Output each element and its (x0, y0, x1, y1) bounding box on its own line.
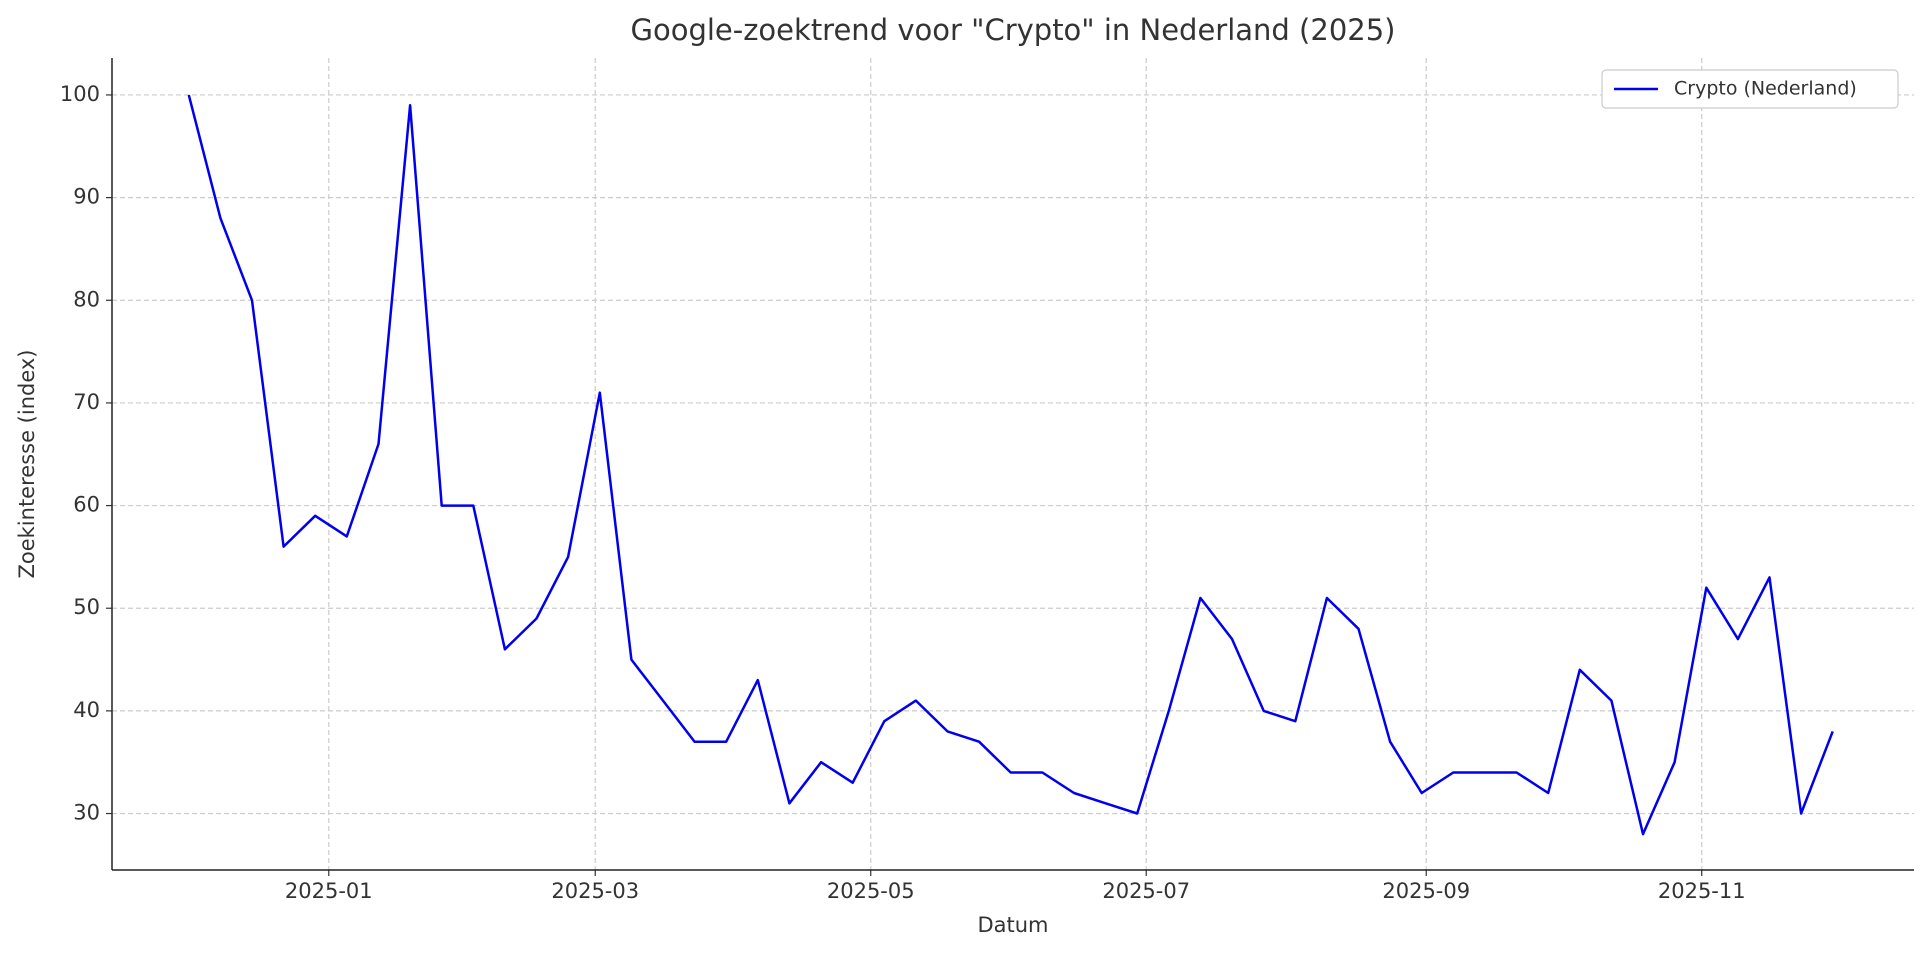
y-tick-label: 90 (73, 185, 100, 209)
legend: Crypto (Nederland) (1601, 69, 1899, 109)
y-tick-label: 30 (73, 801, 100, 825)
y-tick-label: 100 (60, 82, 100, 106)
y-tick-label: 70 (73, 390, 100, 414)
x-tick-label: 2025-05 (827, 879, 915, 903)
y-tick-label: 40 (73, 698, 100, 722)
y-tick-label: 80 (73, 287, 100, 311)
line-series (187, 94, 1834, 836)
x-tick-label: 2025-11 (1658, 879, 1746, 903)
legend-label: Crypto (Nederland) (1674, 78, 1857, 100)
y-tick-label: 50 (73, 595, 100, 619)
x-tick-label: 2025-07 (1102, 879, 1190, 903)
y-tick-label: 60 (73, 493, 100, 517)
y-axis-label: Zoekinteresse (index) (15, 349, 39, 578)
chart-title: Google-zoektrend voor "Crypto" in Nederl… (630, 13, 1395, 47)
x-axis-label: Datum (977, 913, 1048, 937)
x-tick-label: 2025-03 (551, 879, 639, 903)
x-tick-label: 2025-09 (1382, 879, 1470, 903)
legend-box (1601, 69, 1899, 109)
x-tick-label: 2025-01 (285, 879, 373, 903)
